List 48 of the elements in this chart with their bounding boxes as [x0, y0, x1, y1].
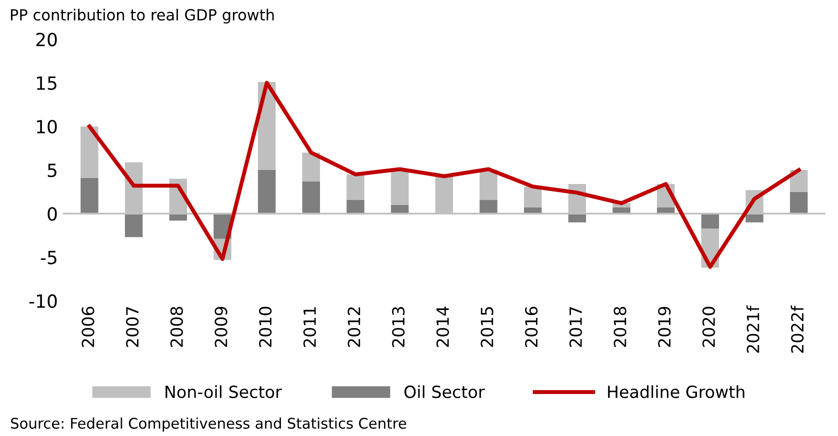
bar	[346, 200, 364, 214]
line-series	[88, 80, 801, 269]
y-tick-label: -10	[29, 294, 57, 308]
source-note: Source: Federal Competitiveness and Statistics Centre	[11, 418, 406, 432]
x-tick-label: 2006	[82, 306, 94, 347]
x-tick-label: 2016	[525, 306, 538, 347]
bar	[701, 214, 720, 228]
legend-label: Oil Sector	[404, 385, 485, 398]
bar	[258, 170, 276, 214]
x-tick-label: 2011	[303, 307, 316, 347]
y-tick-label: 5	[48, 164, 56, 178]
bar	[346, 174, 364, 200]
y-tick-label: 15	[36, 76, 56, 90]
bar	[746, 214, 764, 222]
x-tick-label: 2015	[480, 307, 494, 347]
x-tick-label: 2018	[614, 306, 626, 347]
x-tick-label: 2008	[170, 306, 183, 347]
x-tick-label: 2019	[658, 306, 671, 347]
x-tick-label: 2007	[126, 307, 139, 347]
bar	[524, 186, 542, 208]
y-axis-title: PP contribution to real GDP growth	[10, 8, 274, 24]
bar	[390, 170, 409, 205]
bar	[612, 208, 630, 214]
bar	[124, 214, 143, 238]
bar	[80, 126, 98, 178]
bar	[80, 178, 98, 214]
x-tick-label: 2012	[348, 307, 360, 347]
x-tick-label: 2022f	[790, 305, 804, 353]
y-tick-label: -5	[40, 250, 56, 264]
y-tick-label: 20	[36, 32, 57, 46]
bar	[302, 152, 320, 182]
x-tick-label: 2010	[259, 306, 272, 347]
bar	[790, 192, 808, 214]
x-tick-label: 2014	[436, 306, 449, 347]
y-tick-label: 0	[48, 207, 57, 221]
x-tick-label: 2009	[214, 306, 228, 347]
bar	[302, 181, 320, 214]
bar	[480, 170, 498, 200]
y-tick-label: 10	[36, 120, 57, 134]
bar	[480, 200, 498, 214]
bar	[390, 204, 409, 214]
x-tick-label: 2021f	[746, 305, 760, 353]
legend-label: Headline Growth	[608, 385, 744, 398]
x-tick-label: 2013	[392, 307, 405, 347]
bar	[568, 214, 586, 222]
legend-label: Non-oil Sector	[166, 385, 282, 398]
x-tick-label: 2017	[569, 307, 582, 347]
x-tick-label: 2020	[702, 306, 715, 347]
